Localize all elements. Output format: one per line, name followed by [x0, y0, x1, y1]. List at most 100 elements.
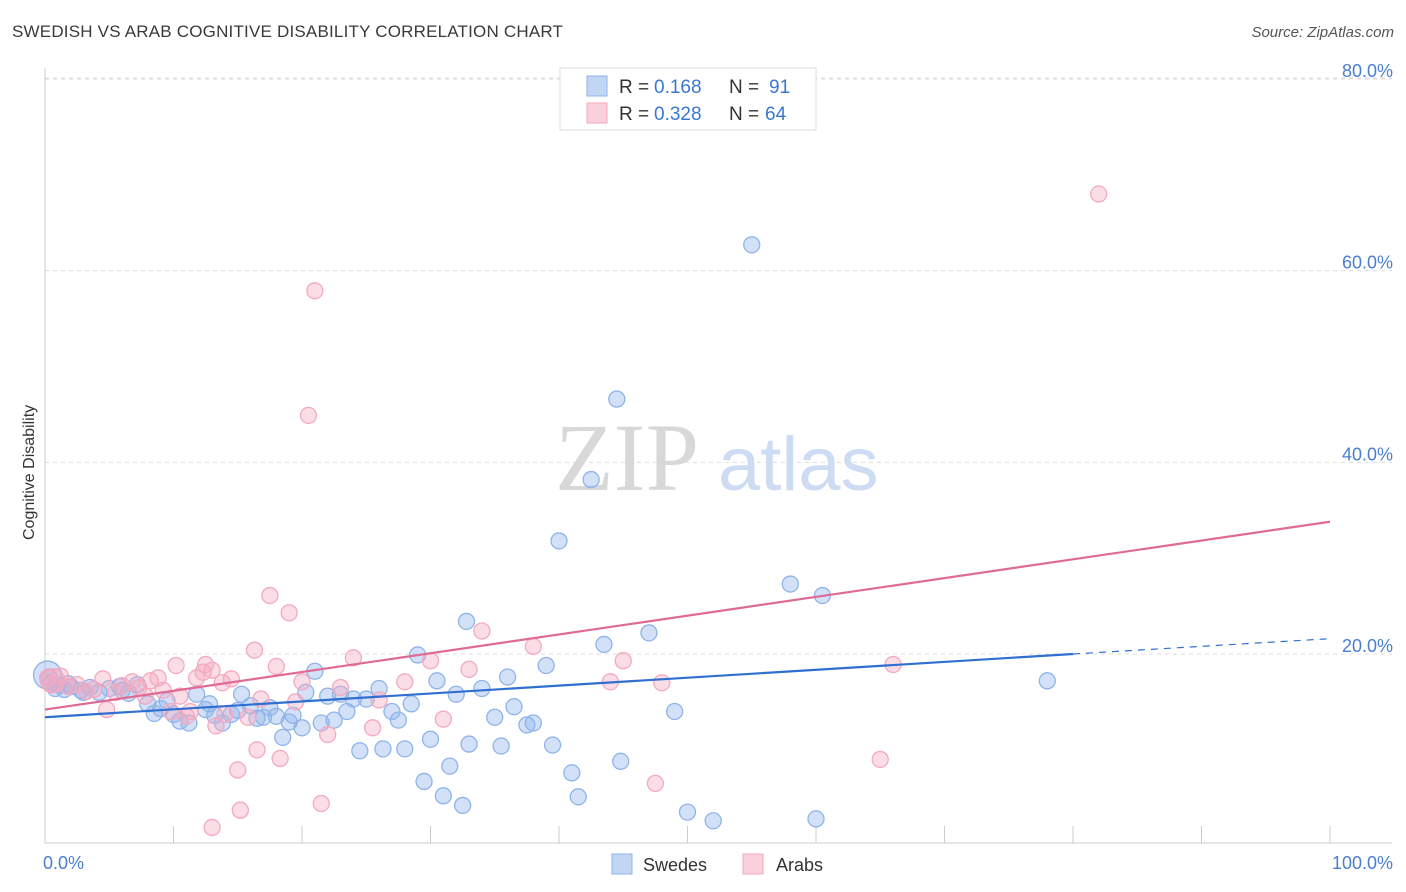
data-point [351, 742, 369, 760]
data-point [113, 676, 131, 695]
data-point [518, 716, 536, 734]
data-point [271, 749, 289, 768]
data-point [203, 661, 221, 679]
legend-r-label: R = [619, 77, 649, 98]
trend-line-swedes-extension [1072, 638, 1331, 655]
data-point [473, 679, 491, 698]
data-point [582, 470, 600, 489]
data-point [640, 624, 658, 642]
data-point [396, 673, 414, 691]
legend-r-value-swedes: 0.168 [654, 77, 702, 98]
data-point [1038, 672, 1056, 690]
data-point [98, 700, 116, 719]
data-point [344, 649, 363, 667]
data-point [216, 705, 234, 724]
watermark-atlas: atlas [718, 422, 879, 507]
data-point [608, 390, 626, 408]
data-point [181, 702, 199, 721]
data-point [306, 282, 324, 300]
data-point [447, 685, 465, 703]
data-point [666, 702, 684, 721]
data-point [781, 575, 799, 593]
data-point [389, 711, 408, 729]
data-point [434, 787, 453, 805]
series-swedes [32, 236, 1056, 830]
legend-n-label: N = [729, 104, 759, 125]
data-point [421, 730, 440, 748]
data-point [68, 676, 86, 694]
source-label: Source: ZipAtlas.com [1251, 24, 1394, 41]
data-point [460, 660, 478, 678]
data-point [383, 702, 401, 721]
data-point [460, 735, 478, 753]
y-tick-label: 40.0% [1342, 444, 1393, 464]
trend-lines [44, 520, 1331, 719]
data-point [203, 818, 221, 837]
data-point [229, 761, 247, 779]
trend-line-swedes [44, 652, 1074, 719]
data-point [274, 728, 292, 747]
data-point [222, 670, 240, 688]
data-point [537, 656, 555, 675]
data-point [319, 725, 337, 744]
data-point [331, 678, 350, 697]
data-point [171, 687, 189, 705]
data-point [646, 774, 665, 793]
data-point [402, 695, 420, 713]
data-point [325, 711, 343, 729]
legend-r-value-arabs: 0.328 [654, 104, 702, 125]
data-point [704, 812, 722, 830]
legend-r-label: R = [619, 104, 649, 125]
watermark: ZIP atlas [555, 404, 879, 511]
x-tick-label: 0.0% [43, 853, 84, 873]
x-tick-label: 100.0% [1332, 853, 1393, 873]
data-point [370, 691, 388, 709]
data-point [486, 708, 504, 726]
legend-n-label: N = [729, 77, 759, 98]
data-point [261, 586, 279, 605]
data-point [428, 672, 446, 690]
data-point [498, 668, 517, 686]
bottom-legend-label-swedes: Swedes [643, 855, 707, 875]
y-tick-label: 80.0% [1342, 61, 1393, 81]
data-point [232, 685, 251, 703]
x-tick-labels: 0.0% 100.0% [43, 853, 1393, 873]
y-tick-label: 20.0% [1342, 636, 1393, 656]
trend-line-arabs [44, 520, 1331, 711]
data-point [595, 635, 613, 654]
bottom-legend-label-arabs: Arabs [776, 855, 823, 875]
data-point [284, 706, 302, 724]
data-point [441, 757, 459, 775]
legend-swatch-swedes [586, 75, 608, 97]
data-point [364, 719, 382, 737]
data-point [492, 737, 510, 755]
data-point [415, 772, 433, 791]
data-point [248, 709, 266, 727]
data-point [1090, 185, 1108, 203]
data-point [245, 641, 264, 659]
y-axis-label: Cognitive Disability [21, 405, 38, 540]
y-tick-labels: 20.0% 40.0% 60.0% 80.0% [1342, 61, 1393, 656]
data-point [612, 752, 630, 770]
data-point [457, 612, 476, 631]
data-point [267, 657, 285, 676]
data-point [550, 532, 568, 550]
data-point [614, 652, 632, 670]
data-point [374, 740, 392, 758]
data-point [505, 698, 523, 716]
data-point [524, 714, 542, 732]
legend-n-value-swedes: 91 [769, 77, 790, 98]
data-point [248, 741, 266, 759]
data-point [569, 788, 587, 806]
bottom-legend-swatch-swedes [611, 853, 633, 875]
axes [44, 68, 1392, 844]
data-point [162, 702, 180, 721]
watermark-zip: ZIP [555, 404, 699, 511]
data-point [280, 604, 298, 622]
bottom-legend-swatch-arabs [742, 853, 764, 875]
data-point [167, 656, 185, 675]
data-point [207, 717, 225, 735]
data-point [299, 406, 318, 425]
data-point [871, 750, 889, 769]
